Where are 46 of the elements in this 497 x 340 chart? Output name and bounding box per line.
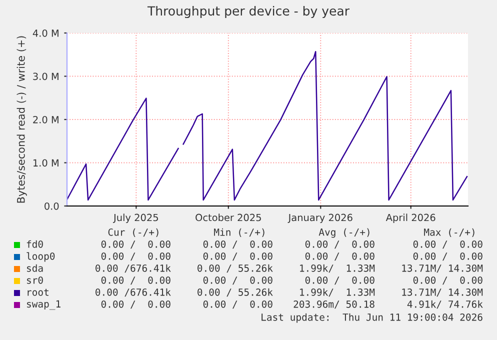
text: 0.00 / 0.00: [413, 252, 482, 261]
legend-label: root: [28, 288, 48, 296]
x-tick-label: October 2025: [196, 214, 261, 222]
text: 0.00 / 0.00: [101, 240, 170, 249]
x-tick-label: April 2026: [386, 214, 436, 224]
chart-title: Throughput per device - by year: [147, 6, 350, 18]
text: 0.00 /676.41k: [96, 288, 171, 297]
legend-label: sda: [27, 264, 43, 272]
text: Max (-/+): [424, 228, 474, 237]
y-tick-label: 1.0 M: [33, 159, 58, 167]
text: 13.71M/ 14.30M: [402, 288, 483, 297]
y-tick-label: 3.0 M: [33, 72, 58, 80]
text: 0.00 / 0.00: [305, 240, 374, 249]
text: 0.00 / 0.00: [203, 300, 272, 309]
y-tick-label: 0.0: [44, 202, 59, 210]
text: 0.00 / 55.26k: [198, 264, 273, 273]
text: 0.00 / 0.00: [413, 240, 482, 249]
x-tick-label: January 2026: [288, 214, 352, 224]
y-tick-label: 2.0 M: [33, 116, 58, 124]
text: 0.00 /676.41k: [96, 264, 171, 273]
y-axis-title: Bytes/second read (-) / write (+): [16, 36, 27, 203]
text: Min (-/+): [214, 228, 264, 237]
text: 0.00 / 0.00: [203, 252, 272, 261]
text: 0.00 / 0.00: [203, 240, 272, 249]
text: 0.00 / 55.26k: [198, 288, 273, 297]
text: 0.00 / 0.00: [413, 276, 482, 285]
text: Last update: Thu Jun 11 19:00:04 2026: [262, 313, 482, 323]
text: 1.99k/ 1.33M: [300, 288, 375, 297]
legend-label: swap_1: [27, 300, 60, 310]
text: Avg (-/+): [318, 228, 370, 238]
text: 0.00 / 0.00: [203, 276, 272, 285]
text: 0.00 / 0.00: [101, 300, 170, 309]
text: Cur (-/+): [108, 228, 158, 237]
legend-label: loop0: [26, 252, 55, 262]
text: 0.00 / 0.00: [305, 276, 374, 285]
text: 0.00 / 0.00: [101, 276, 170, 285]
text: 13.71M/ 14.30M: [402, 264, 483, 273]
text: 0.00 / 0.00: [305, 252, 374, 261]
text: 0.00 / 0.00: [101, 252, 170, 261]
x-tick-label: July 2025: [113, 214, 158, 224]
text: 4.91k/ 74.76k: [407, 300, 483, 309]
y-tick-label: 4.0 M: [32, 29, 58, 37]
text: 203.96m/ 50.18: [294, 300, 374, 309]
text: 1.99k/ 1.33M: [300, 264, 375, 273]
legend-label: fd0: [26, 240, 43, 248]
legend-label: sr0: [27, 276, 43, 284]
